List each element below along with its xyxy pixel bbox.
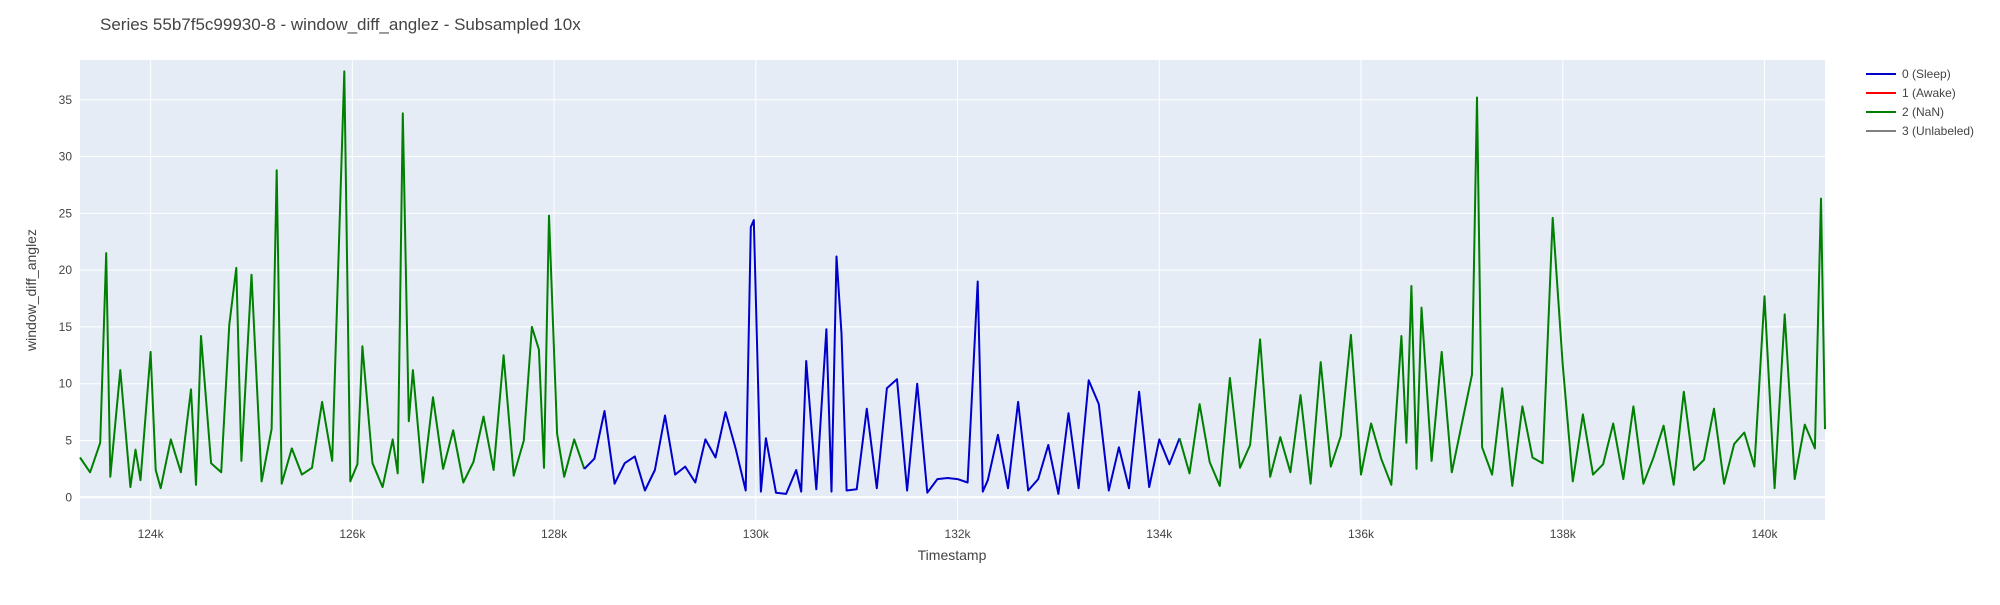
y-tick-label: 30 [59,150,73,164]
chart-title: Series 55b7f5c99930-8 - window_diff_angl… [100,15,581,34]
x-tick-label: 132k [945,527,972,541]
series-line-2-nan-2 [1178,96,1826,490]
x-axis-title: Timestamp [918,547,987,563]
y-tick-label: 15 [59,320,73,334]
series-layer [79,70,1826,495]
legend: 0 (Sleep) 1 (Awake) 2 (NaN) 3 (Unlabeled) [1866,67,1974,138]
legend-label: 0 (Sleep) [1902,67,1951,81]
legend-label: 2 (NaN) [1902,105,1944,119]
series-line-2-nan-1 [79,70,586,490]
legend-item[interactable]: 1 (Awake) [1866,86,1956,100]
legend-label: 3 (Unlabeled) [1902,124,1974,138]
y-tick-label: 0 [65,490,72,504]
x-tick-label: 136k [1348,527,1375,541]
x-tick-label: 128k [541,527,568,541]
y-tick-label: 25 [59,206,73,220]
legend-item[interactable]: 0 (Sleep) [1866,67,1951,81]
x-tick-label: 140k [1751,527,1778,541]
y-tick-label: 20 [59,263,73,277]
x-tick-labels: 124k 126k 128k 130k 132k 134k 136k 138k 140k [138,527,1779,541]
legend-item[interactable]: 2 (NaN) [1866,105,1944,119]
y-axis-title: window_diff_anglez [23,229,39,352]
x-tick-label: 138k [1550,527,1577,541]
y-tick-label: 5 [65,433,72,447]
legend-item[interactable]: 3 (Unlabeled) [1866,124,1974,138]
legend-label: 1 (Awake) [1902,86,1956,100]
x-tick-label: 130k [743,527,770,541]
x-gridlines [150,60,1765,520]
y-tick-label: 10 [59,377,73,391]
y-tick-label: 35 [59,93,73,107]
series-line-0-sleep [583,219,1181,495]
x-tick-label: 134k [1146,527,1173,541]
x-tick-label: 126k [339,527,366,541]
x-tick-label: 124k [138,527,165,541]
y-tick-labels: 0 5 10 15 20 25 30 35 [59,93,73,505]
